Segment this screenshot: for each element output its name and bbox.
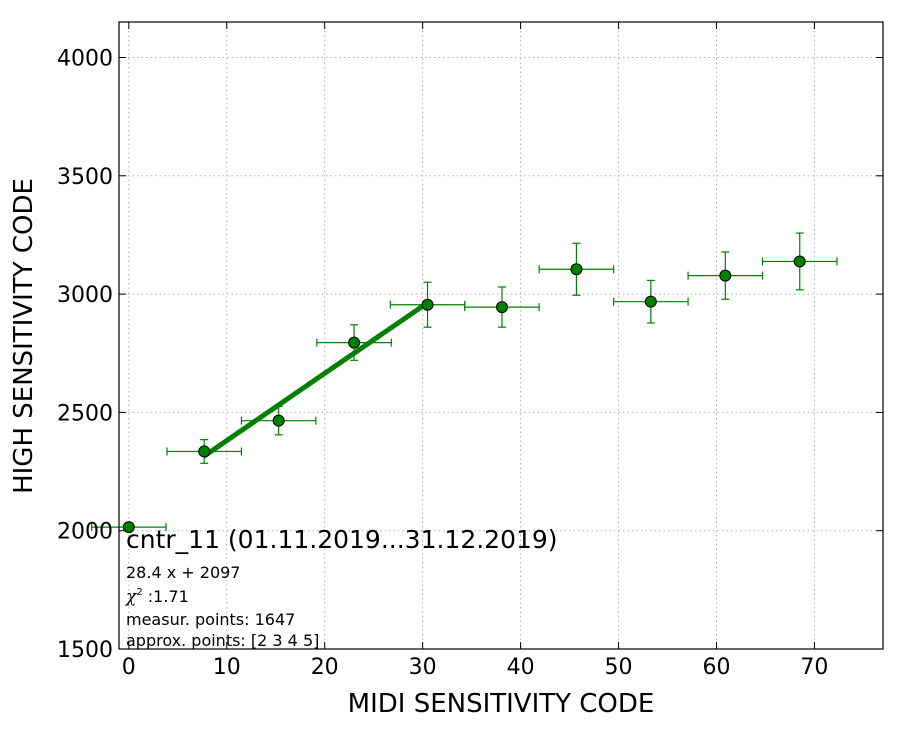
chi-exponent: 2 (136, 587, 142, 598)
x-tick-label: 0 (122, 655, 136, 680)
y-tick-label: 3000 (57, 283, 113, 308)
tick-labels: 0 10 20 30 40 50 60 70 1500 2000 2500 3000 3500 4000 (57, 46, 828, 680)
data-point (570, 263, 583, 276)
x-tick-label: 20 (311, 655, 339, 680)
x-axis-title: MIDI SENSITIVITY CODE (348, 689, 655, 719)
x-tick-label: 10 (213, 655, 241, 680)
annotation-approx-points: approx. points: [2 3 4 5] (126, 631, 319, 650)
y-tick-label: 2000 (57, 520, 113, 545)
chi-symbol: χ (125, 587, 138, 607)
x-tick-label: 60 (702, 655, 730, 680)
annotation-title: cntr_11 (01.11.2019...31.12.2019) (126, 525, 558, 554)
data-points (122, 255, 806, 534)
chi-value: :1.71 (143, 587, 189, 606)
data-point (793, 255, 806, 268)
plot-frame (118, 21, 884, 650)
data-point (348, 336, 361, 349)
data-point (495, 301, 508, 314)
x-tick-label: 40 (507, 655, 535, 680)
axis-ticks (119, 22, 883, 650)
y-tick-label: 2500 (57, 401, 113, 426)
data-point (272, 414, 285, 427)
annotation-equation: 28.4 x + 2097 (126, 563, 240, 582)
data-point (198, 445, 211, 458)
y-tick-label: 4000 (57, 46, 113, 71)
annotation-chi: χ2 :1.71 (125, 587, 189, 607)
data-point (644, 295, 657, 308)
fit-line (202, 300, 429, 459)
y-tick-label: 3500 (57, 165, 113, 190)
x-tick-label: 50 (605, 655, 633, 680)
fit-line-group (202, 300, 429, 459)
x-tick-label: 30 (409, 655, 437, 680)
data-point (122, 521, 135, 534)
annotation-measur-points: measur. points: 1647 (126, 610, 295, 629)
y-tick-label: 1500 (57, 638, 113, 663)
annotation-box: cntr_11 (01.11.2019...31.12.2019) 28.4 x… (125, 525, 558, 650)
y-axis-title: HIGH SENSITIVITY CODE (9, 178, 39, 494)
data-point (719, 269, 732, 282)
x-tick-label: 70 (800, 655, 828, 680)
data-point (421, 298, 434, 311)
